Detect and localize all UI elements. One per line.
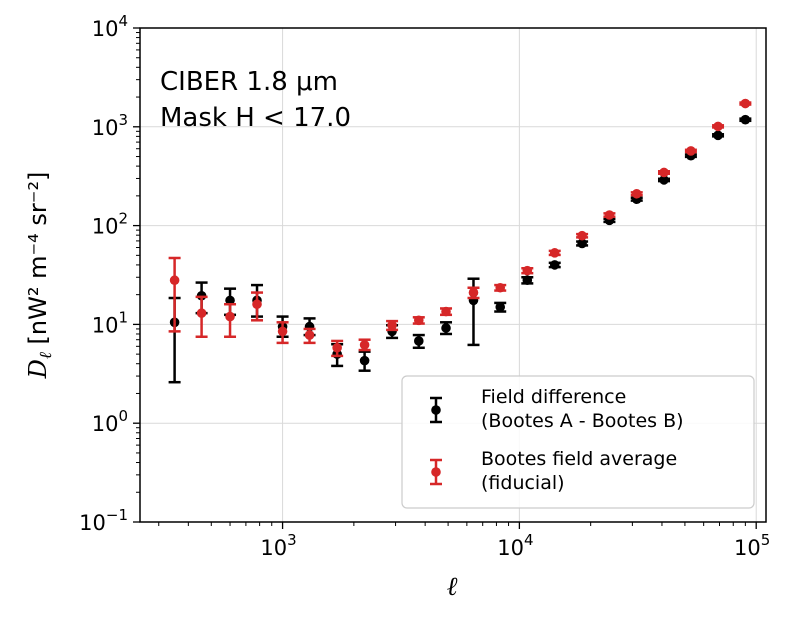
annotation-line: CIBER 1.8 μm xyxy=(160,67,338,97)
data-point xyxy=(304,330,315,340)
series-1 xyxy=(168,98,752,358)
data-point xyxy=(225,295,235,306)
x-tick-label: 105 xyxy=(734,531,770,560)
data-point xyxy=(413,315,424,326)
y-tick-label: 102 xyxy=(92,210,128,239)
legend-marker xyxy=(431,405,441,415)
legend-label: (Bootes A - Bootes B) xyxy=(481,410,684,432)
y-tick-label: 104 xyxy=(92,12,128,41)
legend-label: (fiducial) xyxy=(481,472,565,494)
y-tick-label: 100 xyxy=(92,407,128,436)
data-point xyxy=(441,306,451,317)
chart-annotation: CIBER 1.8 μm Mask H < 17.0 xyxy=(160,67,351,133)
data-point xyxy=(740,98,751,109)
legend-label: Field difference xyxy=(481,386,626,408)
data-point xyxy=(522,275,533,286)
axis-ticks: 103 104 105 10−1 100 101 102 103 104 xyxy=(79,12,770,560)
series-0 xyxy=(168,114,752,384)
data-point xyxy=(577,238,587,249)
data-point xyxy=(252,299,262,310)
data-point xyxy=(549,248,560,258)
data-point xyxy=(686,146,696,156)
data-point xyxy=(413,336,424,346)
data-point xyxy=(659,175,669,185)
data-point xyxy=(441,323,451,333)
data-point xyxy=(359,355,370,366)
data-point xyxy=(387,320,397,331)
y-tick-label: 101 xyxy=(92,308,128,337)
data-point xyxy=(577,230,587,241)
data-point xyxy=(713,121,723,132)
data-point xyxy=(549,260,560,270)
series-layer xyxy=(168,98,752,384)
x-tick-label: 104 xyxy=(497,531,533,560)
data-point xyxy=(169,275,180,286)
y-axis-label: Dℓ [nW² m⁻⁴ sr⁻²] xyxy=(24,172,56,380)
legend: Field difference(Bootes A - Bootes B) Boo… xyxy=(401,375,755,509)
y-tick-label: 103 xyxy=(92,111,128,140)
data-point xyxy=(332,342,342,353)
y-tick-label: 10−1 xyxy=(79,506,128,535)
data-point xyxy=(277,326,288,337)
data-point xyxy=(359,340,370,350)
data-point xyxy=(713,130,723,141)
x-axis-label: ℓ xyxy=(447,572,458,602)
data-point xyxy=(196,308,207,318)
data-point xyxy=(225,311,235,322)
legend-box xyxy=(401,375,755,509)
legend-label: Bootes field average xyxy=(481,448,677,470)
data-point xyxy=(522,265,533,276)
data-point xyxy=(740,114,751,125)
annotation-line: Mask H < 17.0 xyxy=(160,103,351,133)
data-point xyxy=(659,167,669,178)
data-point xyxy=(604,210,615,220)
legend-marker xyxy=(431,467,441,477)
plot-frame xyxy=(139,27,767,523)
legend-entry: Field difference(Bootes A - Bootes B) xyxy=(430,386,684,432)
data-point xyxy=(495,302,506,312)
data-point xyxy=(468,287,479,298)
legend-entry: Bootes field average(fiducial) xyxy=(430,448,677,494)
data-point xyxy=(631,188,642,199)
data-point xyxy=(495,282,506,293)
x-tick-label: 103 xyxy=(260,531,296,560)
